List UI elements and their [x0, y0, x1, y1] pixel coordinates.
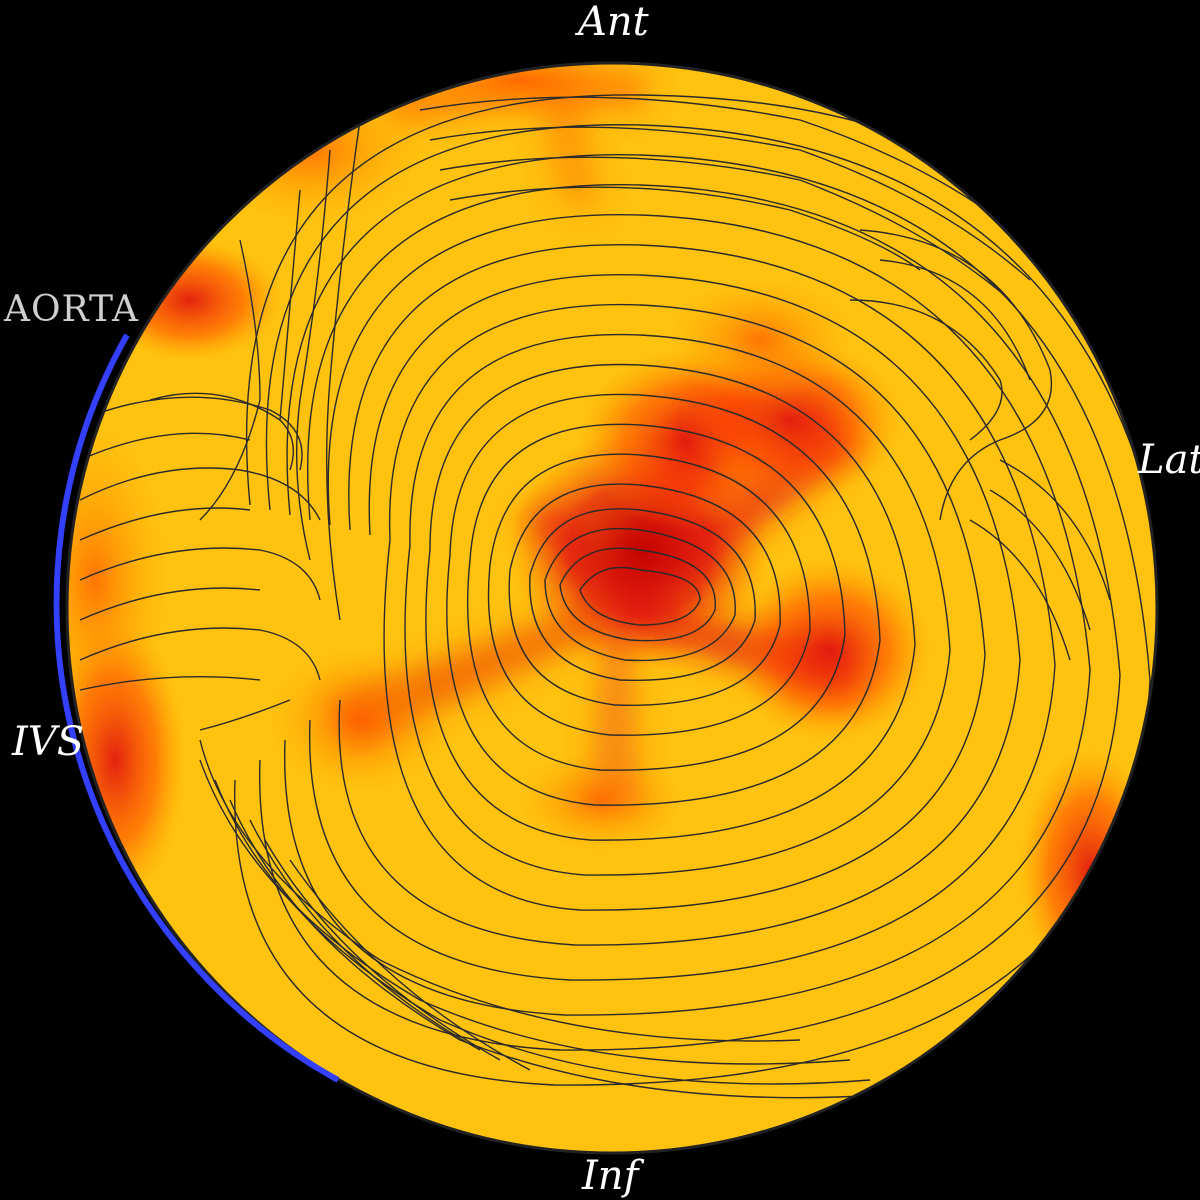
label-anterior: Ant	[578, 0, 649, 45]
label-septal: IVS	[12, 719, 85, 765]
septal-rim-arc	[53, 333, 340, 1083]
label-inferior: Inf	[582, 1153, 639, 1199]
label-lateral: Lat	[1138, 437, 1200, 483]
label-aorta: AORTA	[4, 289, 140, 330]
bullseye-rim	[65, 61, 1159, 1155]
